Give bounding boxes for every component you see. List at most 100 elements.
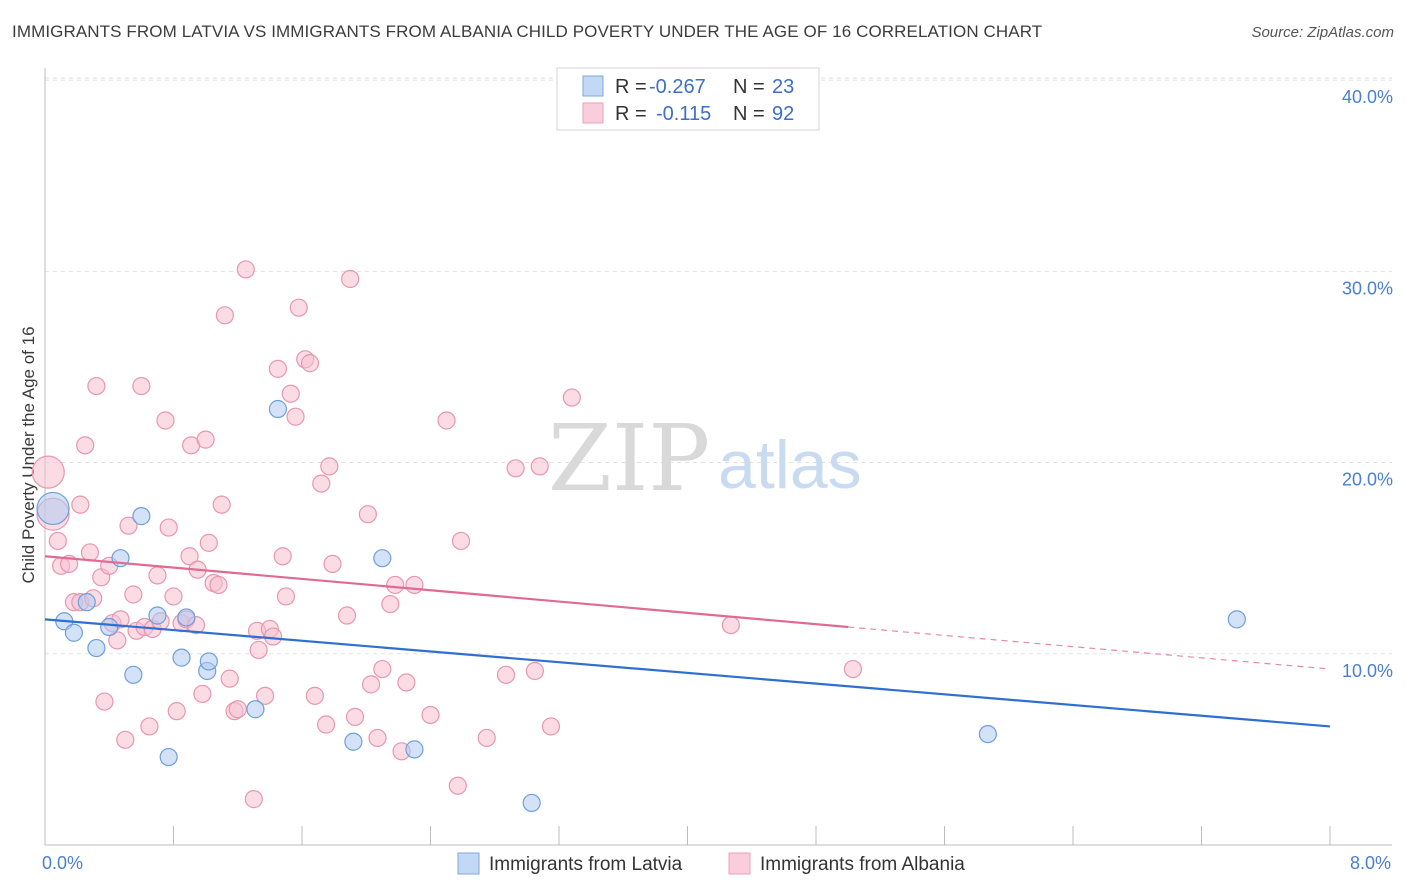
legend-albania-r-label: R = (615, 103, 647, 125)
albania-point-19 (119, 516, 138, 535)
y-tick-labels: 10.0% 20.0% 30.0% 40.0% (1342, 87, 1393, 681)
albania-point-58 (281, 384, 300, 403)
albania-point-90 (562, 388, 581, 407)
legend-latvia-r-label: R = (615, 76, 647, 98)
legend-albania-r-value: -0.115 (656, 103, 711, 125)
chart-title: IMMIGRANTS FROM LATVIA VS IMMIGRANTS FRO… (12, 22, 1043, 41)
albania-point-86 (506, 459, 525, 478)
y-tick-label-0: 10.0% (1342, 661, 1393, 681)
legend-albania-n-label: N = (733, 103, 765, 125)
albania-point-78 (397, 673, 416, 692)
albania-point-9 (80, 543, 100, 562)
albania-point-2 (48, 531, 67, 551)
latvia-point-0 (36, 491, 70, 526)
albania-point-62 (300, 354, 320, 373)
latvia-point-2 (64, 623, 84, 642)
series-albania-points (31, 260, 863, 809)
latvia-point-19 (405, 740, 424, 759)
albania-point-68 (337, 606, 357, 625)
albania-point-29 (159, 518, 178, 537)
albania-point-30 (164, 587, 183, 606)
albania-point-71 (358, 505, 377, 524)
albania-point-67 (323, 554, 342, 574)
latvia-point-20 (522, 793, 541, 813)
albania-point-60 (289, 298, 308, 317)
y-tick-label-3: 40.0% (1342, 87, 1393, 107)
albania-point-84 (477, 728, 496, 748)
latvia-point-17 (344, 732, 363, 751)
albania-point-47 (228, 700, 247, 719)
albania-point-16 (108, 631, 127, 650)
albania-point-54 (263, 627, 283, 646)
albania-point-79 (405, 575, 424, 595)
albania-point-56 (273, 547, 292, 566)
albania-point-57 (276, 587, 296, 606)
albania-point-0 (31, 455, 65, 489)
albania-point-66 (320, 457, 339, 476)
y-tick-label-1: 20.0% (1342, 470, 1393, 490)
albania-point-24 (140, 717, 159, 736)
albania-point-63 (305, 686, 324, 705)
latvia-point-14 (199, 652, 218, 671)
albania-point-81 (437, 411, 456, 430)
albania-point-44 (215, 306, 234, 325)
latvia-point-9 (148, 606, 167, 625)
albania-point-59 (286, 407, 305, 426)
albania-point-51 (249, 640, 268, 660)
albania-point-74 (373, 659, 392, 679)
legend-albania-n-value: 92 (772, 103, 794, 125)
albania-point-83 (451, 531, 471, 551)
albania-point-42 (209, 575, 228, 595)
legend-top: R = -0.267 N = 23 R = -0.115 N = 92 (556, 67, 820, 131)
gridlines (45, 77, 1392, 655)
albania-point-31 (167, 702, 186, 721)
albania-point-70 (345, 707, 365, 726)
albania-point-49 (244, 790, 263, 809)
albania-point-85 (496, 665, 516, 684)
latvia-point-21 (978, 724, 997, 744)
albania-point-8 (76, 436, 95, 455)
albania-point-22 (132, 376, 151, 396)
latvia-point-12 (177, 608, 196, 627)
latvia-point-15 (246, 700, 265, 719)
albania-point-82 (448, 776, 467, 795)
albania-point-91 (721, 615, 740, 635)
albania-point-40 (199, 533, 218, 552)
albania-point-80 (421, 705, 440, 725)
latvia-point-16 (268, 399, 288, 419)
albania-point-43 (212, 495, 231, 514)
latvia-point-10 (159, 747, 178, 767)
legend-bottom: Immigrants from Latvia Immigrants from A… (457, 852, 965, 875)
source-label: Source: ZipAtlas.com (1251, 24, 1394, 41)
x-tick-label-min: 0.0% (42, 853, 83, 873)
series-latvia-points (36, 399, 1246, 813)
albania-point-75 (381, 594, 400, 614)
legend-bottom-latvia-swatch (457, 852, 480, 875)
y-tick-label-2: 30.0% (1342, 278, 1393, 298)
albania-point-38 (193, 684, 212, 704)
x-tick-label-max: 8.0% (1350, 853, 1391, 873)
albania-point-73 (368, 728, 387, 748)
latvia-point-3 (77, 593, 96, 612)
legend-bottom-latvia-label: Immigrants from Latvia (489, 854, 683, 875)
watermark-atlas: atlas (718, 427, 862, 503)
albania-point-76 (386, 575, 405, 595)
legend-latvia-n-value: 23 (772, 76, 794, 98)
latvia-point-8 (132, 507, 151, 526)
albania-point-52 (255, 686, 275, 705)
latvia-point-7 (124, 665, 143, 684)
latvia-point-18 (373, 549, 392, 568)
albania-point-45 (220, 669, 239, 688)
latvia-trendline (44, 618, 1331, 728)
albania-point-26 (148, 566, 167, 585)
albania-point-39 (196, 430, 215, 449)
legend-latvia-swatch (582, 75, 604, 97)
latvia-point-4 (87, 638, 106, 658)
albania-trendline (44, 555, 849, 629)
albania-point-72 (361, 675, 381, 694)
y-axis-label: Child Poverty Under the Age of 16 (19, 326, 38, 583)
albania-point-88 (530, 457, 549, 476)
albania-point-7 (71, 495, 90, 514)
albania-point-34 (180, 547, 199, 566)
